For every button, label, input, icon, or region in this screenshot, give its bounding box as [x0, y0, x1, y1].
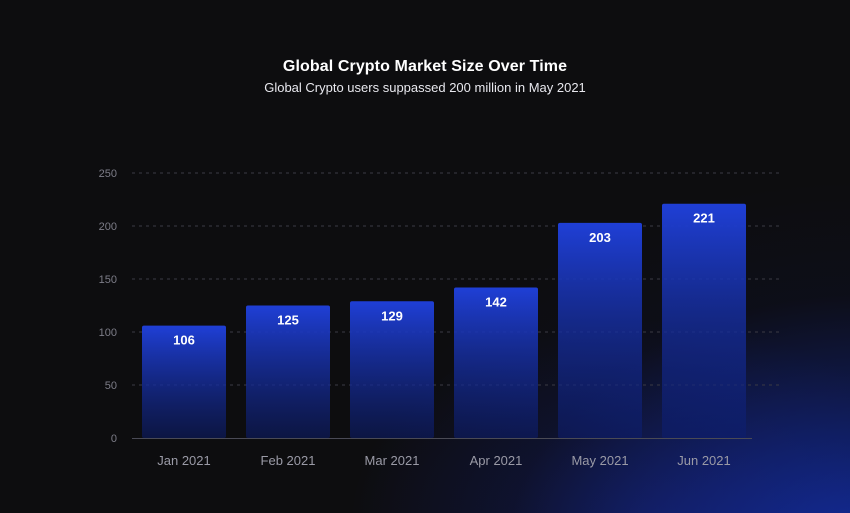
x-tick-label: Mar 2021 [365, 453, 420, 468]
chart-subtitle: Global Crypto users suppassed 200 millio… [264, 80, 586, 95]
x-tick-label: Apr 2021 [470, 453, 523, 468]
bar-value-label: 106 [173, 333, 195, 348]
y-tick-label: 200 [99, 221, 117, 233]
x-tick-label: Jan 2021 [157, 453, 211, 468]
x-axis-labels: Jan 2021 Feb 2021 Mar 2021 Apr 2021 May 2021… [157, 453, 731, 468]
bar-value-label: 142 [485, 294, 507, 309]
bar-value-label: 221 [693, 211, 715, 226]
y-axis: 0 50 100 150 200 250 [99, 168, 117, 445]
bar-apr-2021 [454, 287, 538, 438]
y-tick-label: 0 [111, 433, 117, 445]
x-tick-label: Jun 2021 [677, 453, 731, 468]
x-tick-label: Feb 2021 [261, 453, 316, 468]
bar-may-2021 [558, 222, 642, 438]
bar-feb-2021 [246, 305, 330, 438]
y-tick-label: 150 [99, 274, 117, 286]
bar-value-label: 129 [381, 308, 403, 323]
y-tick-label: 100 [99, 327, 117, 339]
y-tick-label: 250 [99, 168, 117, 180]
chart-title: Global Crypto Market Size Over Time [282, 58, 568, 75]
bar-mar-2021 [350, 301, 434, 438]
x-tick-label: May 2021 [571, 453, 628, 468]
bars: 106 125 129 142 203 221 [142, 203, 746, 438]
y-tick-label: 50 [105, 380, 117, 392]
bar-value-label: 203 [589, 230, 611, 245]
bar-value-label: 125 [277, 313, 299, 328]
bar-jun-2021 [662, 203, 746, 438]
bar-jan-2021 [142, 325, 226, 438]
